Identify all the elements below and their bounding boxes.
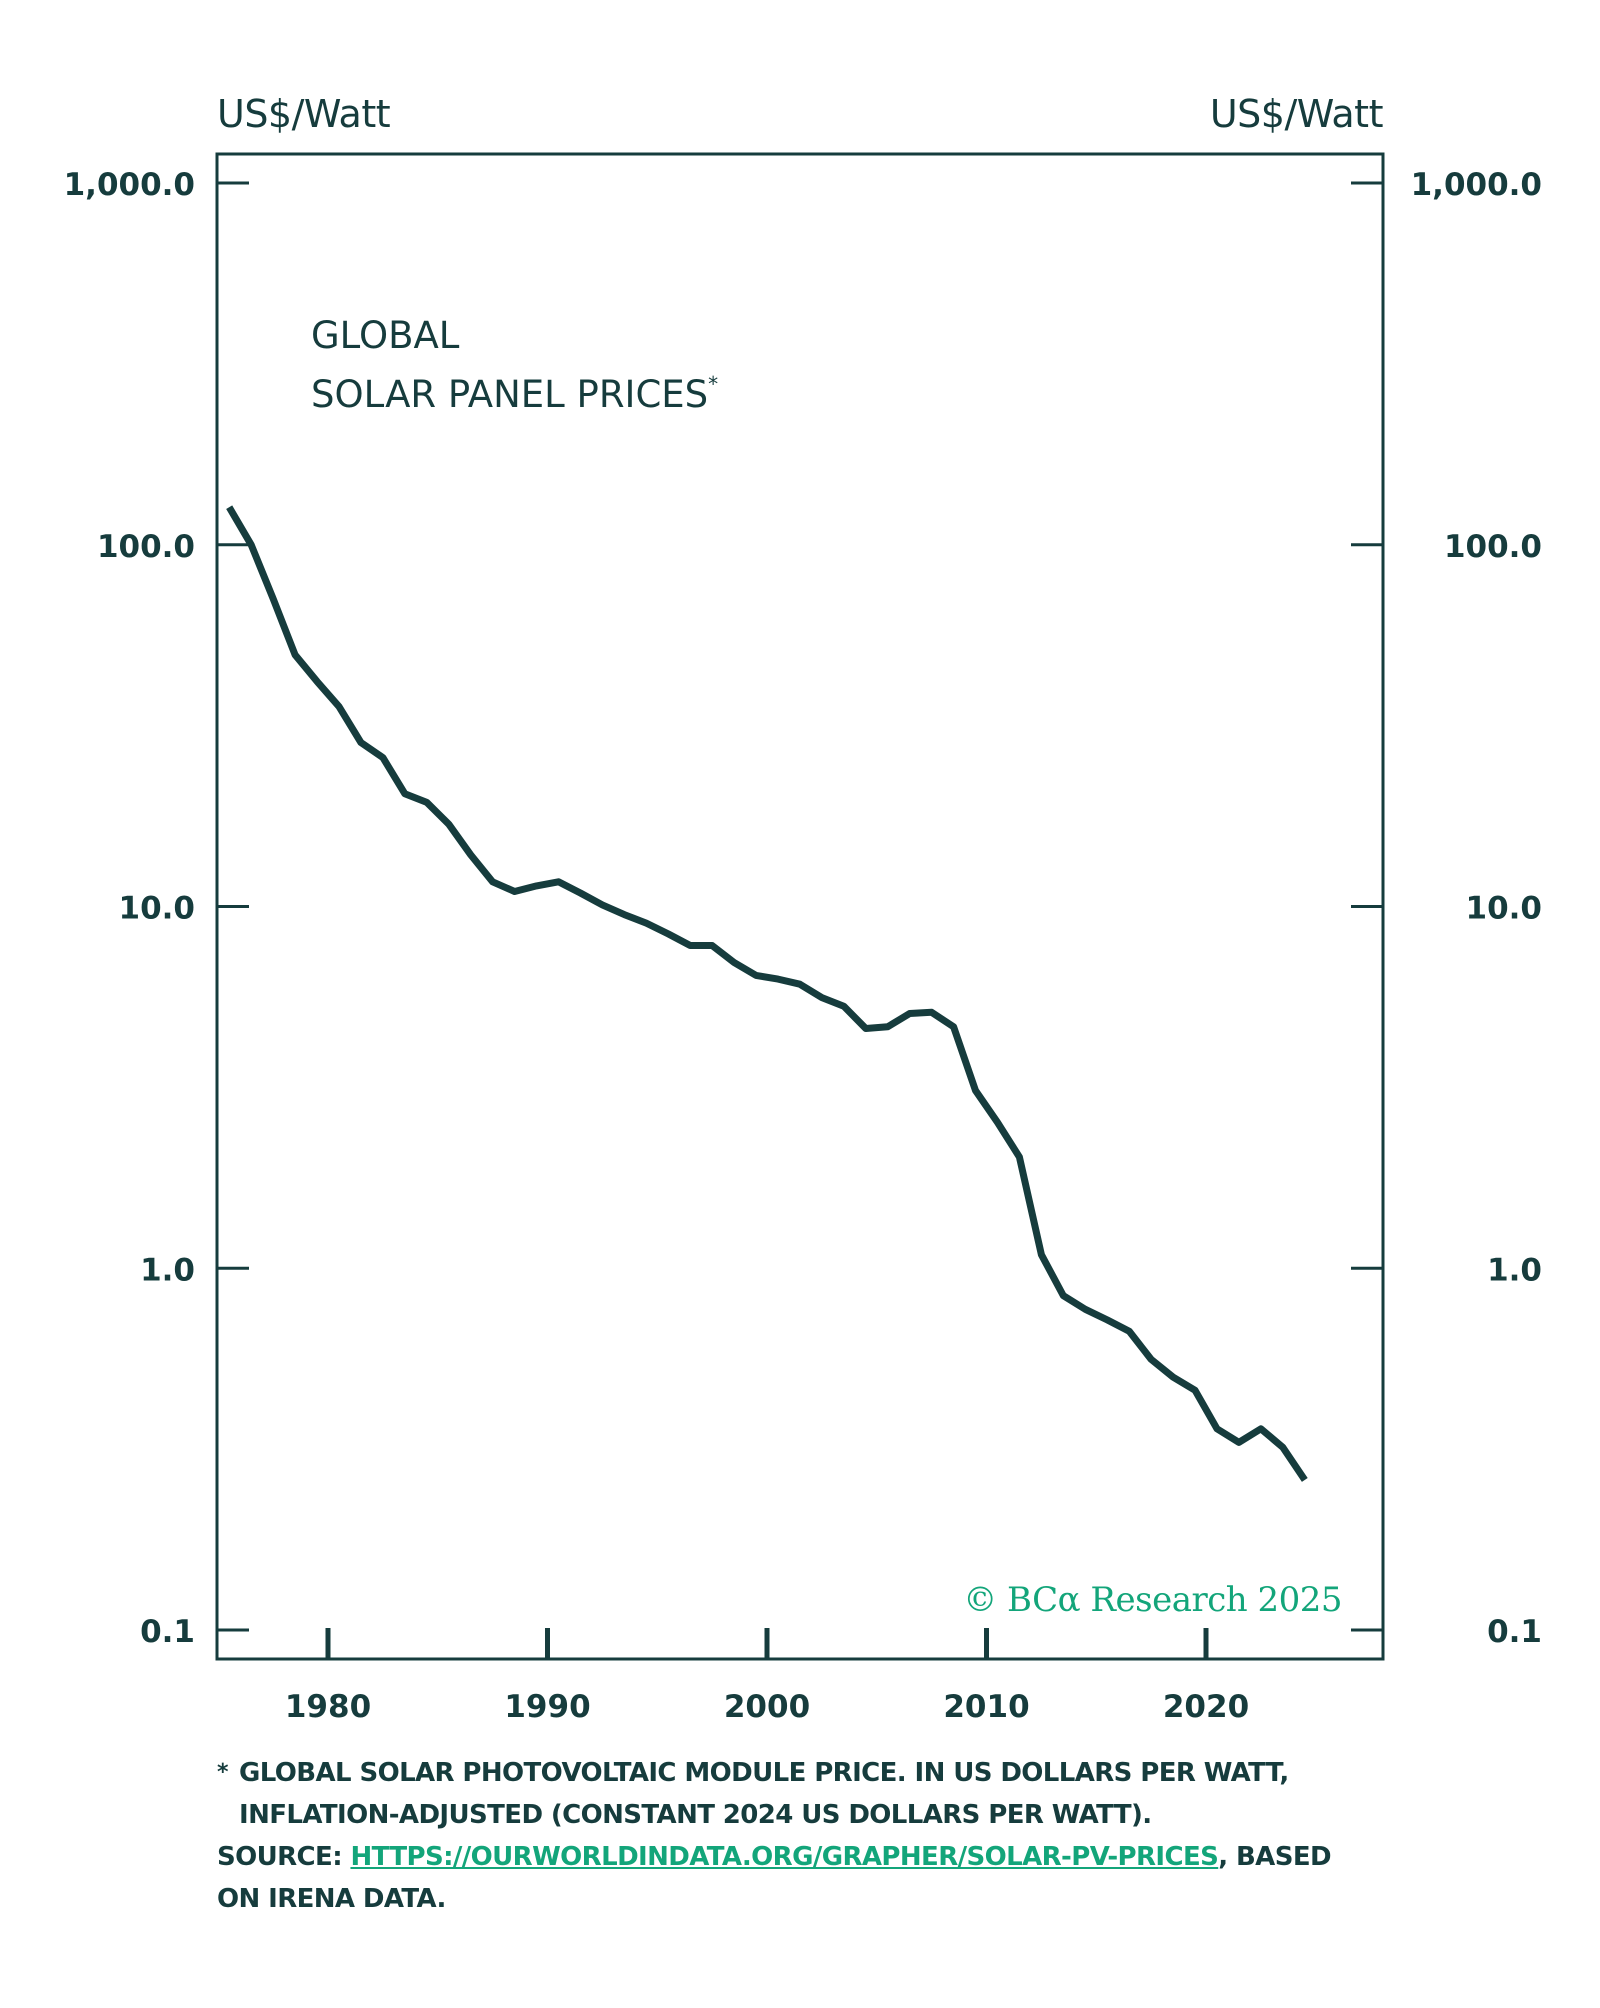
data-point (1126, 1328, 1132, 1334)
chart-title-line2: SOLAR PANEL PRICES* (311, 360, 718, 419)
data-point (951, 1024, 957, 1030)
x-axis: 1980 1990 2000 2010 2020 (285, 1628, 1249, 1725)
data-point (336, 704, 342, 710)
data-point (994, 1119, 1000, 1125)
data-point (380, 755, 386, 761)
data-point (292, 652, 298, 658)
data-point (358, 740, 364, 746)
price-line (226, 505, 1308, 1482)
price-points (226, 504, 1308, 1483)
y-tick-label-right: 1,000.0 (1411, 167, 1542, 203)
data-point (1170, 1374, 1176, 1380)
data-point (599, 902, 605, 908)
data-point (402, 791, 408, 797)
data-point (1280, 1444, 1286, 1450)
data-point (226, 504, 232, 510)
x-tick-label: 2010 (943, 1689, 1029, 1725)
data-point (687, 943, 693, 949)
data-point (731, 960, 737, 966)
data-point (753, 972, 759, 978)
y-axis-left: 1,000.0 100.0 10.0 1.0 0.1 (64, 167, 249, 1650)
data-point (1258, 1426, 1264, 1432)
data-point (863, 1025, 869, 1031)
y-tick-label-right: 10.0 (1466, 891, 1543, 927)
y-axis-right: 1,000.0 100.0 10.0 1.0 0.1 (1351, 167, 1542, 1650)
data-point (1214, 1426, 1220, 1432)
source-link[interactable]: HTTPS://OURWORLDINDATA.ORG/GRAPHER/SOLAR… (350, 1842, 1219, 1872)
data-point (1060, 1293, 1066, 1299)
data-point (929, 1009, 935, 1015)
footnote-text: GLOBAL SOLAR PHOTOVOLTAIC MODULE PRICE. … (239, 1758, 1289, 1830)
chart-title: GLOBAL SOLAR PANEL PRICES* (311, 312, 718, 419)
data-point (885, 1024, 891, 1030)
data-point (973, 1087, 979, 1093)
source-suffix: , BASED ON IRENA DATA. (217, 1842, 1332, 1914)
copyright-credit: © BCα Research 2025 (963, 1580, 1342, 1620)
data-point (1236, 1439, 1242, 1445)
footnote: * GLOBAL SOLAR PHOTOVOLTAIC MODULE PRICE… (217, 1752, 1377, 1836)
data-point (512, 889, 518, 895)
right-axis-unit-label: US$/Watt (1209, 92, 1384, 136)
data-point (709, 943, 715, 949)
data-point (468, 852, 474, 858)
data-point (665, 931, 671, 937)
y-tick-label-left: 0.1 (140, 1614, 195, 1650)
source-line: SOURCE: HTTPS://OURWORLDINDATA.ORG/GRAPH… (217, 1836, 1377, 1920)
y-tick-label-left: 100.0 (97, 529, 195, 565)
data-point (621, 912, 627, 918)
data-point (643, 920, 649, 926)
data-point (446, 821, 452, 827)
data-point (1082, 1306, 1088, 1312)
y-tick-label-left: 1.0 (140, 1252, 195, 1288)
footnote-star: * (217, 1760, 229, 1785)
data-point (555, 879, 561, 885)
x-tick-label: 1980 (285, 1689, 371, 1725)
chart-footer: * GLOBAL SOLAR PHOTOVOLTAIC MODULE PRICE… (217, 1752, 1377, 1920)
y-tick-label-right: 0.1 (1487, 1614, 1542, 1650)
y-tick-label-left: 1,000.0 (64, 167, 195, 203)
data-point (577, 890, 583, 896)
source-label: SOURCE: (217, 1842, 343, 1872)
chart-title-line2-text: SOLAR PANEL PRICES (311, 373, 709, 416)
data-point (1302, 1477, 1308, 1483)
data-point (1192, 1387, 1198, 1393)
footnote-marker: * (708, 372, 719, 396)
data-point (1038, 1252, 1044, 1258)
x-tick-label: 2000 (724, 1689, 810, 1725)
data-point (907, 1011, 913, 1017)
x-tick-label: 2020 (1163, 1689, 1249, 1725)
data-point (270, 596, 276, 602)
data-point (775, 976, 781, 982)
x-tick-label: 1990 (504, 1689, 590, 1725)
y-tick-label-right: 100.0 (1444, 529, 1542, 565)
data-point (490, 879, 496, 885)
data-point (1104, 1317, 1110, 1323)
data-point (819, 995, 825, 1001)
chart-title-line1: GLOBAL (311, 314, 460, 357)
y-tick-label-left: 10.0 (119, 891, 196, 927)
left-axis-unit-label: US$/Watt (217, 92, 391, 136)
data-point (424, 799, 430, 805)
data-point (1016, 1154, 1022, 1160)
data-point (797, 981, 803, 987)
data-point (841, 1003, 847, 1009)
y-tick-label-right: 1.0 (1487, 1252, 1542, 1288)
data-point (314, 678, 320, 684)
data-point (248, 542, 254, 548)
data-point (1148, 1356, 1154, 1362)
data-point (534, 883, 540, 889)
